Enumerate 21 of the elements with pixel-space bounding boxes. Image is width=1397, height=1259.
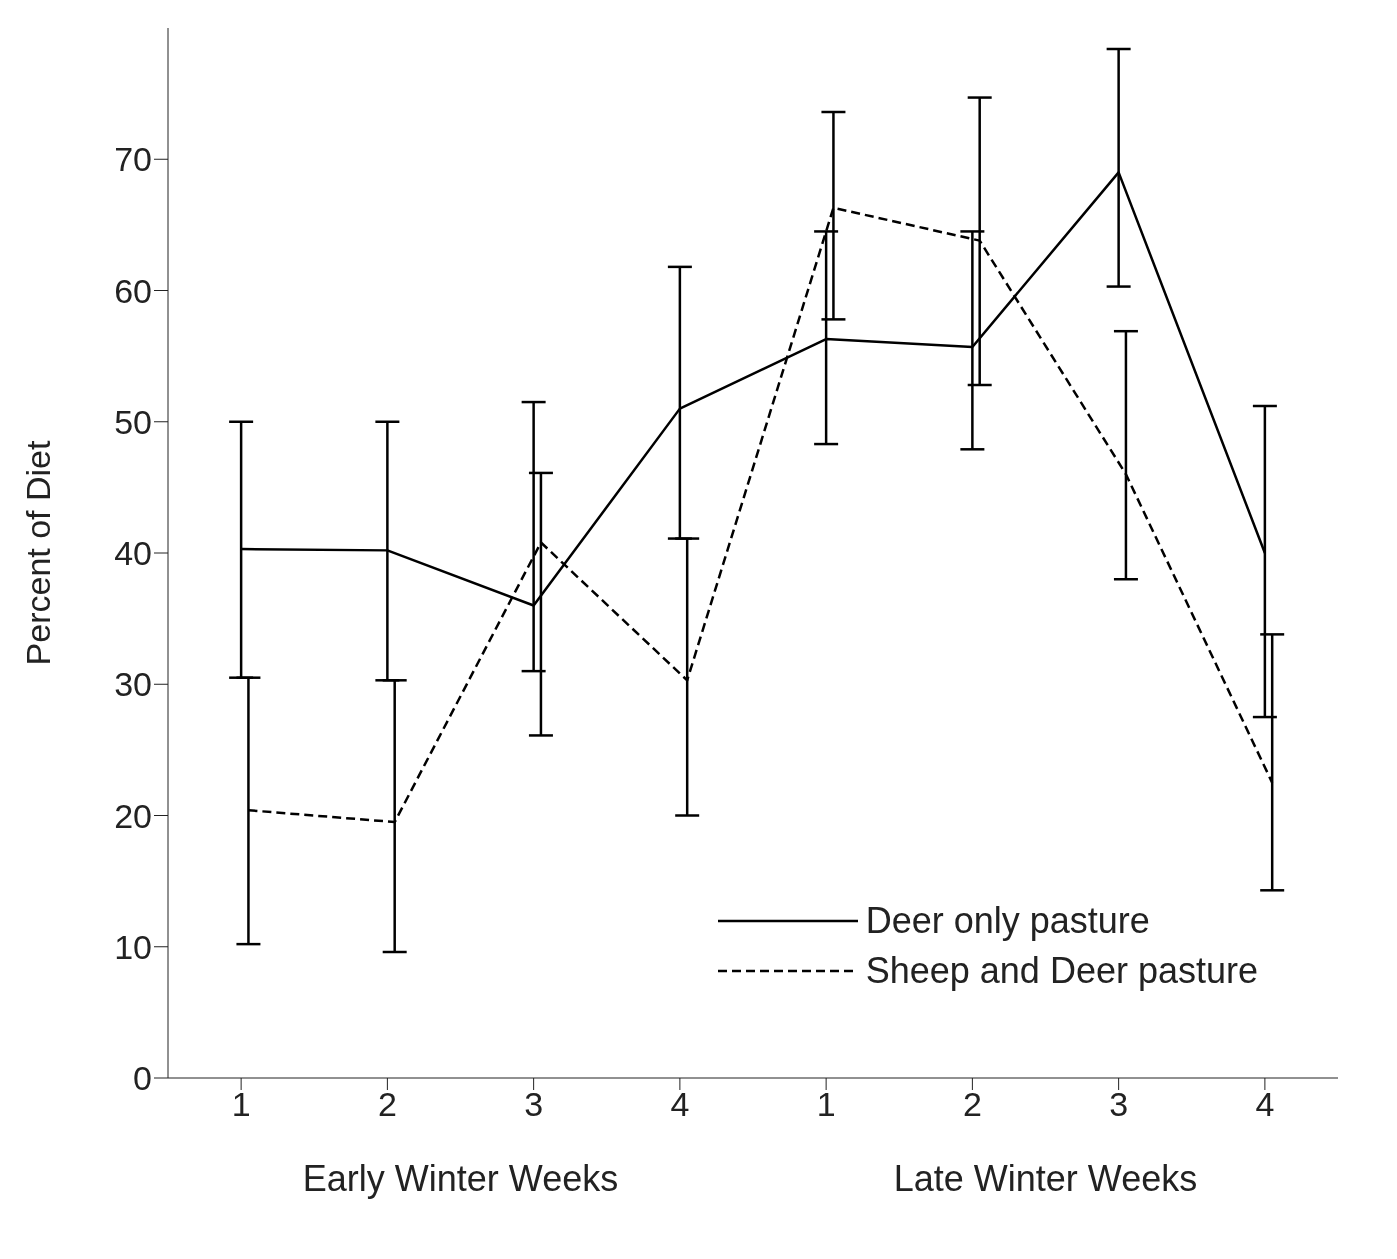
y-tick-label: 30 xyxy=(114,665,152,704)
x-tick-label: 3 xyxy=(1109,1085,1129,1124)
x-tick-label: 4 xyxy=(670,1085,690,1124)
y-tick-label: 10 xyxy=(114,927,152,966)
y-tick-label: 60 xyxy=(114,271,152,310)
x-tick-label: 3 xyxy=(524,1085,544,1124)
legend-label: Deer only pasture xyxy=(865,900,1150,942)
text: Late Winter Weeks xyxy=(892,1158,1199,1200)
legend-label: Sheep and Deer pasture xyxy=(865,950,1258,992)
y-tick-label: 20 xyxy=(114,796,152,835)
x-tick-label: 1 xyxy=(231,1085,251,1124)
text: Early Winter Weeks xyxy=(301,1158,620,1200)
y-axis-title: Percent of Diet xyxy=(19,440,58,666)
x-tick-label: 1 xyxy=(816,1085,836,1124)
x-tick-label: 2 xyxy=(377,1085,397,1124)
y-tick-label: 50 xyxy=(114,402,152,441)
x-tick-label: 4 xyxy=(1255,1085,1275,1124)
y-tick-label: 70 xyxy=(114,140,152,179)
y-tick-label: 40 xyxy=(114,534,152,573)
x-tick-label: 2 xyxy=(962,1085,982,1124)
y-tick-label: 0 xyxy=(133,1059,152,1098)
